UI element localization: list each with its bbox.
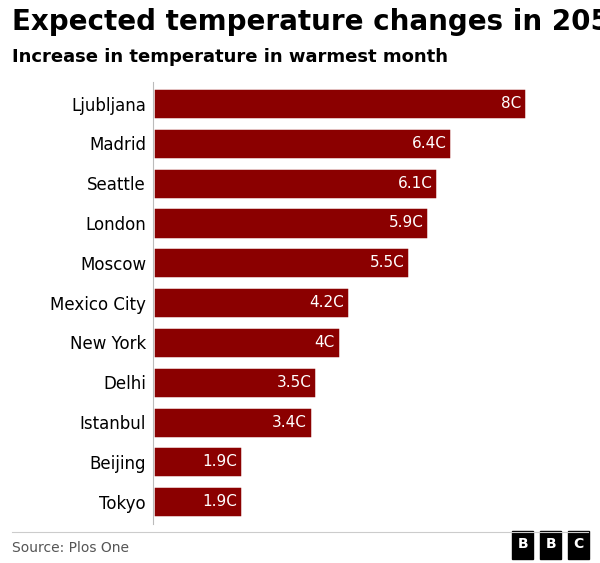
Text: B: B bbox=[545, 537, 556, 551]
Text: Source: Plos One: Source: Plos One bbox=[12, 540, 129, 555]
Text: 6.4C: 6.4C bbox=[412, 136, 447, 151]
Bar bbox=[153, 406, 311, 437]
Bar bbox=[153, 247, 409, 278]
Bar bbox=[153, 287, 349, 318]
Text: 4.2C: 4.2C bbox=[310, 295, 344, 310]
Text: 3.4C: 3.4C bbox=[272, 414, 307, 430]
Text: Increase in temperature in warmest month: Increase in temperature in warmest month bbox=[12, 48, 448, 66]
Text: 4C: 4C bbox=[314, 335, 335, 350]
Text: 6.1C: 6.1C bbox=[398, 176, 433, 191]
Text: 3.5C: 3.5C bbox=[277, 375, 311, 390]
Text: 8C: 8C bbox=[501, 96, 521, 111]
FancyBboxPatch shape bbox=[512, 531, 533, 558]
Bar bbox=[153, 168, 437, 199]
FancyBboxPatch shape bbox=[540, 531, 561, 558]
Text: 5.9C: 5.9C bbox=[389, 216, 424, 230]
Text: B: B bbox=[518, 537, 528, 551]
Bar bbox=[153, 327, 340, 358]
Bar bbox=[153, 446, 242, 477]
Text: 5.5C: 5.5C bbox=[370, 255, 405, 270]
Text: 1.9C: 1.9C bbox=[202, 494, 237, 509]
Bar bbox=[153, 367, 316, 398]
Bar bbox=[153, 88, 526, 119]
Bar bbox=[153, 128, 451, 159]
Text: 1.9C: 1.9C bbox=[202, 454, 237, 470]
Bar bbox=[153, 207, 428, 239]
Text: Expected temperature changes in 2050: Expected temperature changes in 2050 bbox=[12, 8, 600, 37]
Bar bbox=[153, 486, 242, 517]
Text: C: C bbox=[573, 537, 583, 551]
FancyBboxPatch shape bbox=[568, 531, 589, 558]
